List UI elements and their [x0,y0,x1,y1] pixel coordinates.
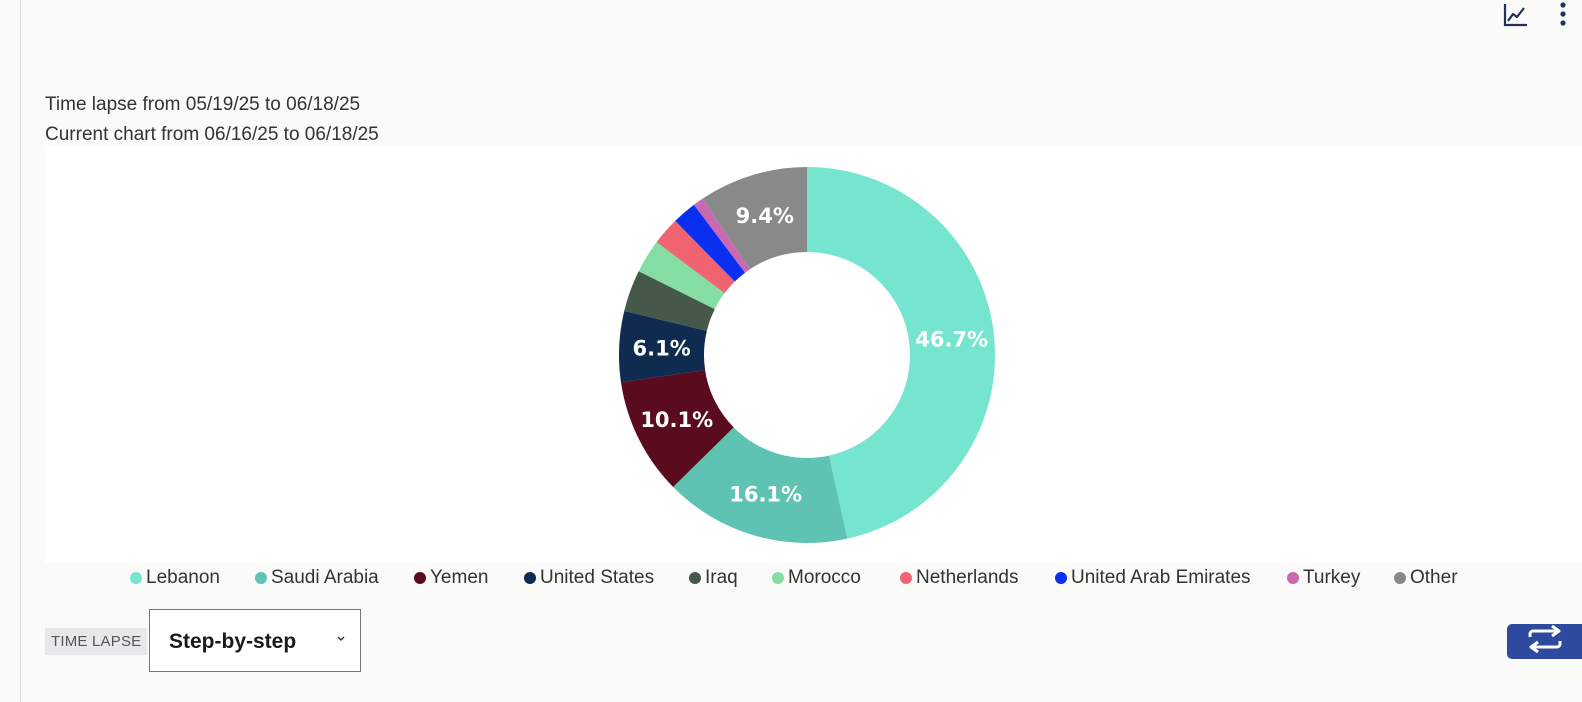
data-label-other: 9.4% [736,204,794,228]
slice-turkey[interactable] [693,198,750,273]
legend-dot [130,572,142,584]
data-label-yemen: 10.1% [640,408,713,432]
legend-item-united-states[interactable]: United States [524,567,654,589]
legend-label: Netherlands [916,567,1019,588]
legend-dot [900,572,912,584]
legend-dot [689,572,701,584]
legend-dot [772,572,784,584]
data-label-lebanon: 46.7% [915,327,988,351]
slice-yemen[interactable] [620,369,734,487]
time-lapse-mode-value: Step-by-step [169,630,297,653]
slice-iraq[interactable] [624,271,715,331]
slice-morocco[interactable] [638,242,725,310]
loop-button[interactable] [1507,624,1582,659]
legend-item-iraq[interactable]: Iraq [689,567,738,589]
legend-item-lebanon[interactable]: Lebanon [130,567,220,589]
slice-united-arab-emirates[interactable] [675,204,746,282]
slice-lebanon[interactable] [807,167,995,539]
legend-dot [1287,572,1299,584]
time-lapse-label: TIME LAPSE [45,628,148,655]
legend-dot [1055,572,1067,584]
time-lapse-range-text: Time lapse from 05/19/25 to 06/18/25 [45,94,361,115]
more-options-icon[interactable] [1548,0,1578,30]
legend-label: United Arab Emirates [1071,567,1251,588]
time-lapse-mode-select[interactable]: Step-by-step [149,609,361,672]
legend-item-other[interactable]: Other [1394,567,1458,589]
legend-item-saudi-arabia[interactable]: Saudi Arabia [255,567,379,589]
legend-dot [1394,572,1406,584]
legend-dot [524,572,536,584]
legend-label: Turkey [1303,567,1361,588]
data-label-saudi-arabia: 16.1% [729,483,802,507]
legend-item-yemen[interactable]: Yemen [414,567,488,589]
legend-dot [255,572,267,584]
chevron-down-icon [336,632,346,644]
legend-label: United States [540,567,655,588]
legend-label: Saudi Arabia [271,567,379,588]
left-divider [20,0,21,702]
donut-chart: 46.7% 16.1% 10.1% 6.1% 9.4% [618,167,995,543]
legend-item-united-arab-emirates[interactable]: United Arab Emirates [1055,567,1251,589]
legend-label: Iraq [705,567,738,588]
legend-label: Other [1410,567,1458,588]
legend-label: Morocco [788,567,861,588]
legend-item-morocco[interactable]: Morocco [772,567,861,589]
legend-label: Yemen [430,567,489,588]
legend-label: Lebanon [146,567,220,588]
slice-other[interactable] [702,167,807,270]
legend-dot [414,572,426,584]
legend-item-turkey[interactable]: Turkey [1287,567,1360,589]
data-label-united-states: 6.1% [633,336,691,360]
slice-united-states[interactable] [618,310,707,383]
slice-netherlands[interactable] [656,220,735,294]
current-chart-range-text: Current chart from 06/16/25 to 06/18/25 [45,124,379,145]
repeat-arrows-icon [1525,624,1565,658]
line-chart-icon[interactable] [1500,0,1530,30]
slice-saudi-arabia[interactable] [673,427,848,543]
legend-item-netherlands[interactable]: Netherlands [900,567,1018,589]
plot-area: 46.7% 16.1% 10.1% 6.1% 9.4% [45,147,1582,563]
chart-legend: Lebanon Saudi Arabia Yemen United States Ira… [0,567,1582,593]
